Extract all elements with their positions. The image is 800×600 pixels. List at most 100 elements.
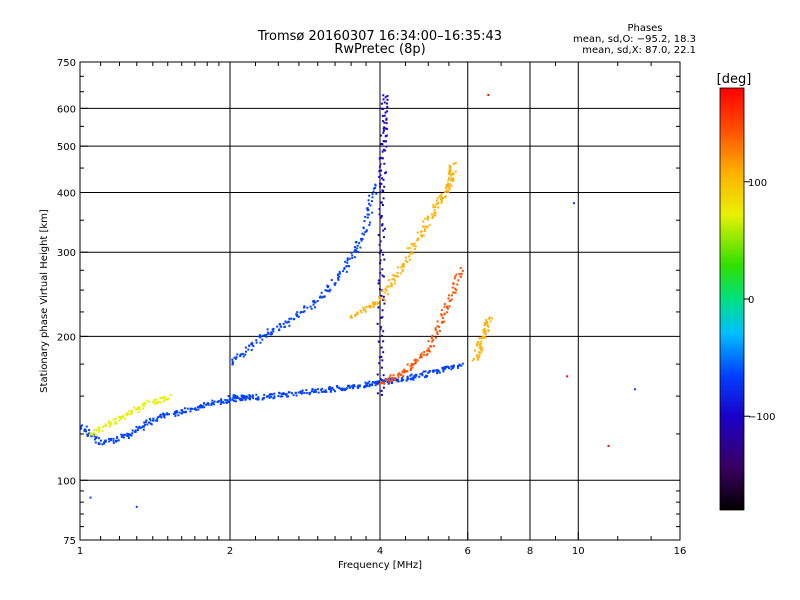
- data-point: [268, 396, 271, 399]
- data-point: [336, 386, 339, 389]
- data-point: [135, 408, 138, 411]
- data-point: [207, 403, 210, 406]
- data-point: [433, 214, 436, 217]
- data-point: [316, 299, 319, 302]
- data-point: [358, 384, 361, 387]
- data-point: [477, 341, 480, 344]
- data-point: [452, 179, 455, 182]
- data-point: [314, 388, 317, 391]
- data-point: [432, 204, 435, 207]
- data-point: [370, 200, 373, 203]
- data-point: [142, 425, 145, 428]
- data-point: [440, 314, 443, 317]
- data-point: [479, 345, 482, 348]
- data-point: [458, 273, 461, 276]
- data-point: [94, 437, 97, 440]
- data-point: [224, 398, 227, 401]
- data-point: [346, 384, 349, 387]
- data-point: [350, 316, 353, 319]
- data-point: [148, 417, 151, 420]
- data-point: [414, 362, 417, 365]
- data-point: [343, 387, 346, 390]
- grid-lines: [80, 62, 680, 540]
- x-tick-label: 6: [465, 546, 471, 557]
- data-point: [345, 265, 348, 268]
- data-point: [286, 395, 289, 398]
- data-point: [407, 377, 410, 380]
- data-point: [445, 186, 448, 189]
- data-point: [251, 341, 254, 344]
- data-point: [437, 206, 440, 209]
- data-point: [122, 416, 125, 419]
- data-point: [126, 432, 129, 435]
- data-point: [141, 426, 144, 429]
- data-point: [349, 316, 352, 319]
- data-point: [266, 328, 269, 331]
- data-point: [397, 275, 400, 278]
- data-point: [352, 384, 355, 387]
- data-point: [146, 423, 149, 426]
- data-point: [471, 359, 474, 362]
- data-point: [93, 435, 96, 438]
- data-point: [313, 391, 316, 394]
- data-point: [381, 316, 384, 319]
- data-point: [436, 320, 439, 323]
- data-point: [135, 425, 138, 428]
- data-point: [486, 322, 489, 325]
- data-point: [130, 410, 133, 413]
- data-point: [401, 265, 404, 268]
- data-point: [392, 274, 395, 277]
- data-point: [355, 247, 358, 250]
- data-point: [303, 305, 306, 308]
- data-point: [377, 306, 380, 309]
- data-point: [257, 398, 260, 401]
- data-point: [258, 335, 261, 338]
- data-point: [487, 330, 490, 333]
- data-point: [425, 374, 428, 377]
- data-point: [403, 265, 406, 268]
- data-point: [379, 191, 382, 194]
- data-point: [303, 310, 306, 313]
- data-point: [382, 351, 385, 354]
- data-point: [401, 268, 404, 271]
- data-point: [421, 225, 424, 228]
- data-point: [378, 175, 381, 178]
- data-point: [320, 390, 323, 393]
- y-tick-label: 300: [57, 248, 76, 259]
- data-point: [313, 389, 316, 392]
- data-point: [434, 328, 437, 331]
- data-point: [319, 295, 322, 298]
- data-point: [225, 401, 228, 404]
- data-point: [364, 310, 367, 313]
- data-point: [424, 217, 427, 220]
- data-point: [413, 375, 416, 378]
- data-point: [384, 96, 387, 99]
- data-point: [400, 380, 403, 383]
- data-point: [482, 329, 485, 332]
- data-point: [475, 354, 478, 357]
- data-point: [423, 376, 426, 379]
- data-point: [183, 407, 186, 410]
- data-point: [110, 421, 113, 424]
- data-point: [249, 398, 252, 401]
- data-point: [337, 273, 340, 276]
- data-point: [119, 417, 122, 420]
- data-point: [478, 355, 481, 358]
- data-point: [450, 174, 453, 177]
- x-tick-label: 1: [77, 546, 83, 557]
- data-point: [411, 363, 414, 366]
- data-point: [385, 117, 388, 120]
- data-point: [452, 162, 455, 165]
- data-point: [382, 330, 385, 333]
- data-point: [222, 401, 225, 404]
- data-point: [449, 173, 452, 176]
- data-point: [174, 411, 177, 414]
- data-point: [249, 395, 252, 398]
- data-point: [382, 98, 385, 101]
- data-point: [341, 389, 344, 392]
- data-point: [127, 434, 130, 437]
- data-point: [378, 170, 381, 173]
- data-point: [379, 382, 382, 385]
- data-point: [143, 402, 146, 405]
- data-point: [382, 140, 385, 143]
